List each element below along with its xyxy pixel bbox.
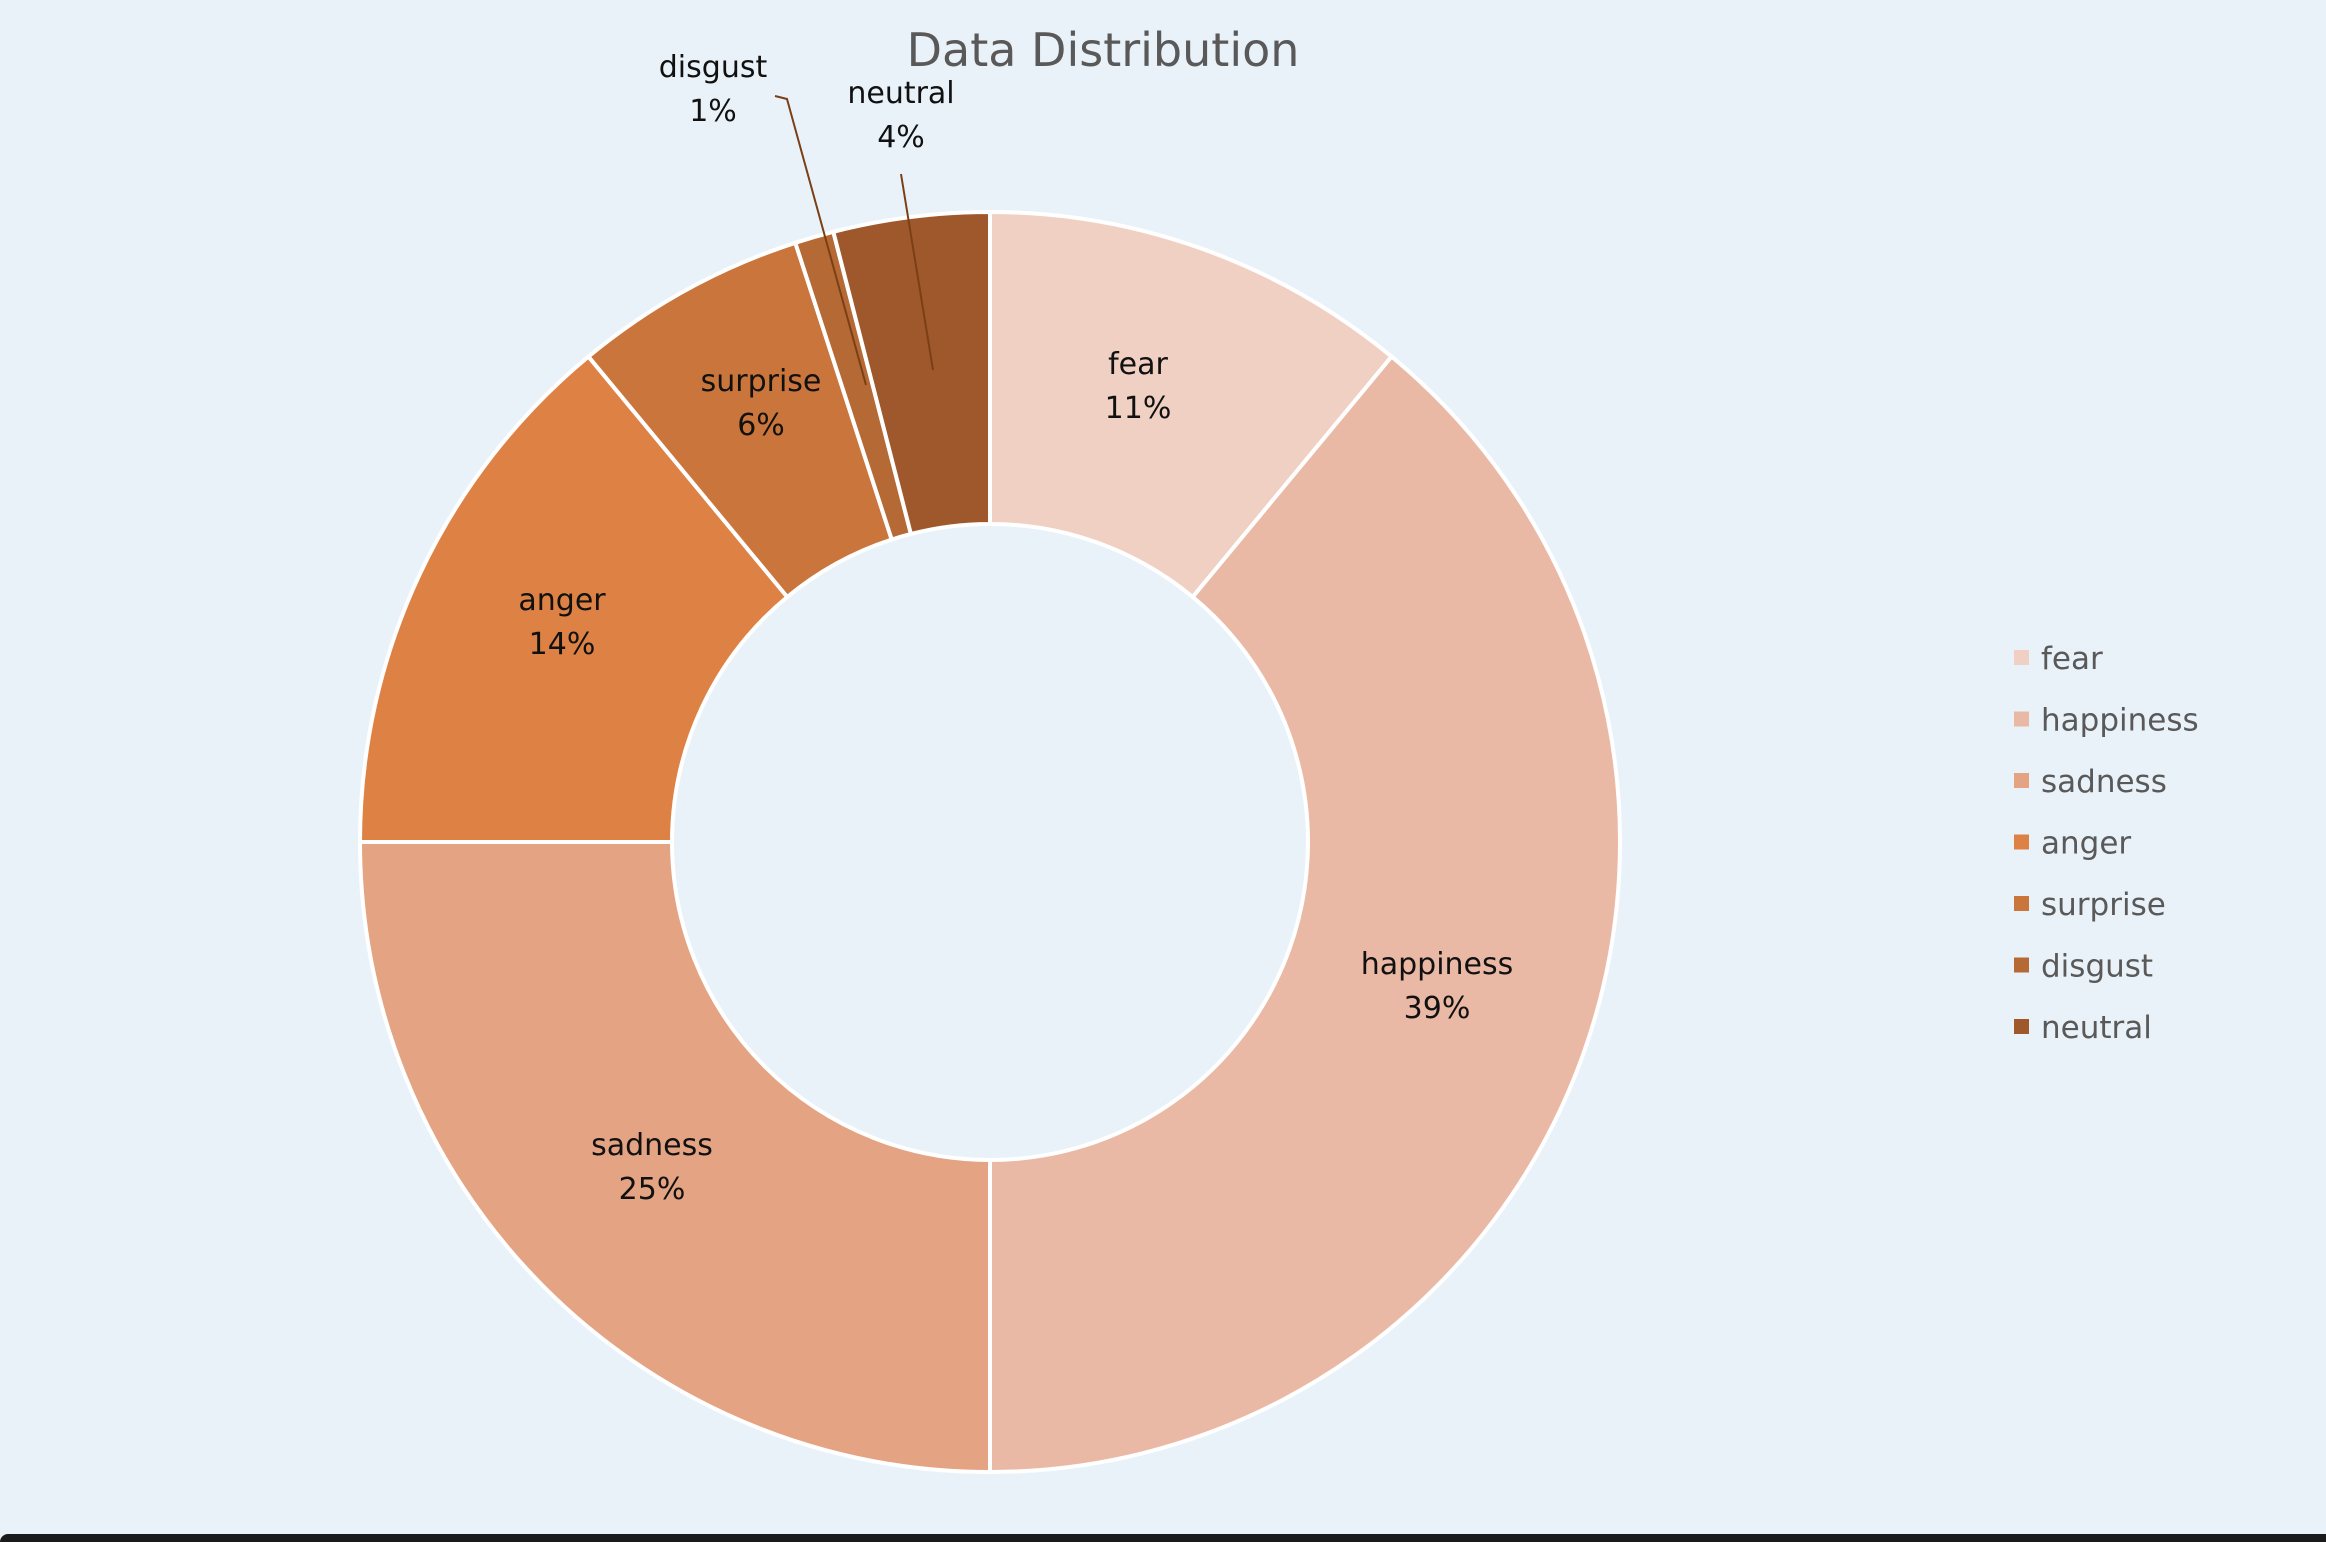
legend-swatch-disgust — [2014, 957, 2029, 973]
data-label-category-sadness: sadness — [591, 1128, 713, 1163]
legend-swatch-sadness — [2014, 773, 2029, 788]
data-label-percent-fear: 11% — [1105, 391, 1172, 426]
legend-label-surprise: surprise — [2041, 887, 2166, 923]
data-label-percent-neutral: 4% — [877, 120, 925, 155]
data-label-percent-anger: 14% — [529, 627, 596, 662]
chart-title: Data Distribution — [907, 23, 1300, 77]
slice-fear — [988, 209, 1395, 600]
legend-swatch-happiness — [2014, 711, 2029, 727]
window-bottom-edge — [0, 1534, 2326, 1542]
legend-label-neutral: neutral — [2041, 1010, 2152, 1046]
slice-neutral — [830, 209, 992, 537]
legend-label-anger: anger — [2041, 826, 2131, 862]
legend-swatch-fear — [2014, 650, 2029, 665]
slice-anger — [357, 353, 791, 844]
slice-happiness — [988, 353, 1622, 1475]
legend-label-fear: fear — [2041, 641, 2103, 677]
data-label-category-fear: fear — [1108, 347, 1168, 382]
data-label-percent-happiness: 39% — [1404, 991, 1471, 1026]
data-labels-group: fear 11% happiness 39% sadness 25% anger 14% sur… — [518, 50, 1513, 1207]
data-label-category-disgust: disgust — [659, 50, 768, 85]
legend-label-disgust: disgust — [2041, 949, 2153, 985]
slices-group — [357, 209, 1622, 1475]
data-label-category-happiness: happiness — [1361, 947, 1514, 982]
data-label-category-anger: anger — [518, 583, 606, 618]
legend-label-sadness: sadness — [2041, 764, 2167, 800]
leader-line-neutral — [900, 173, 934, 371]
data-label-percent-sadness: 25% — [619, 1172, 686, 1207]
data-label-category-surprise: surprise — [701, 364, 822, 399]
slice-sadness — [357, 840, 992, 1475]
data-label-percent-disgust: 1% — [689, 94, 737, 129]
leader-line-disgust — [774, 95, 867, 386]
legend-label-happiness: happiness — [2041, 703, 2199, 739]
data-label-percent-surprise: 6% — [737, 408, 785, 443]
legend: fear happiness sadness anger surprise disgust… — [2014, 641, 2199, 1046]
data-label-category-neutral: neutral — [847, 76, 954, 111]
legend-swatch-anger — [2014, 834, 2029, 850]
leader-lines-group — [774, 95, 934, 386]
legend-swatch-neutral — [2014, 1019, 2029, 1034]
legend-swatch-surprise — [2014, 896, 2029, 911]
